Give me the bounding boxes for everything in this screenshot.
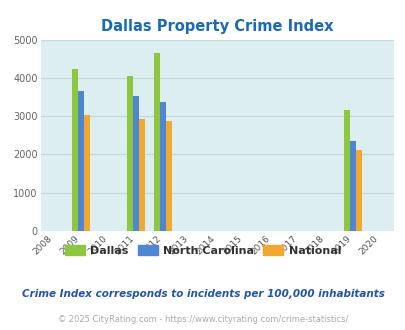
Bar xyxy=(349,141,355,231)
Title: Dallas Property Crime Index: Dallas Property Crime Index xyxy=(101,19,333,34)
Bar xyxy=(126,76,132,231)
Bar xyxy=(153,52,160,231)
Bar xyxy=(160,102,166,231)
Bar xyxy=(139,119,144,231)
Bar xyxy=(132,96,139,231)
Bar xyxy=(343,110,349,231)
Text: Crime Index corresponds to incidents per 100,000 inhabitants: Crime Index corresponds to incidents per… xyxy=(21,289,384,299)
Bar xyxy=(72,69,78,231)
Bar xyxy=(166,121,171,231)
Text: © 2025 CityRating.com - https://www.cityrating.com/crime-statistics/: © 2025 CityRating.com - https://www.city… xyxy=(58,315,347,324)
Bar xyxy=(78,91,84,231)
Bar xyxy=(84,115,90,231)
Bar xyxy=(355,150,361,231)
Legend: Dallas, North Carolina, National: Dallas, North Carolina, National xyxy=(60,241,345,260)
